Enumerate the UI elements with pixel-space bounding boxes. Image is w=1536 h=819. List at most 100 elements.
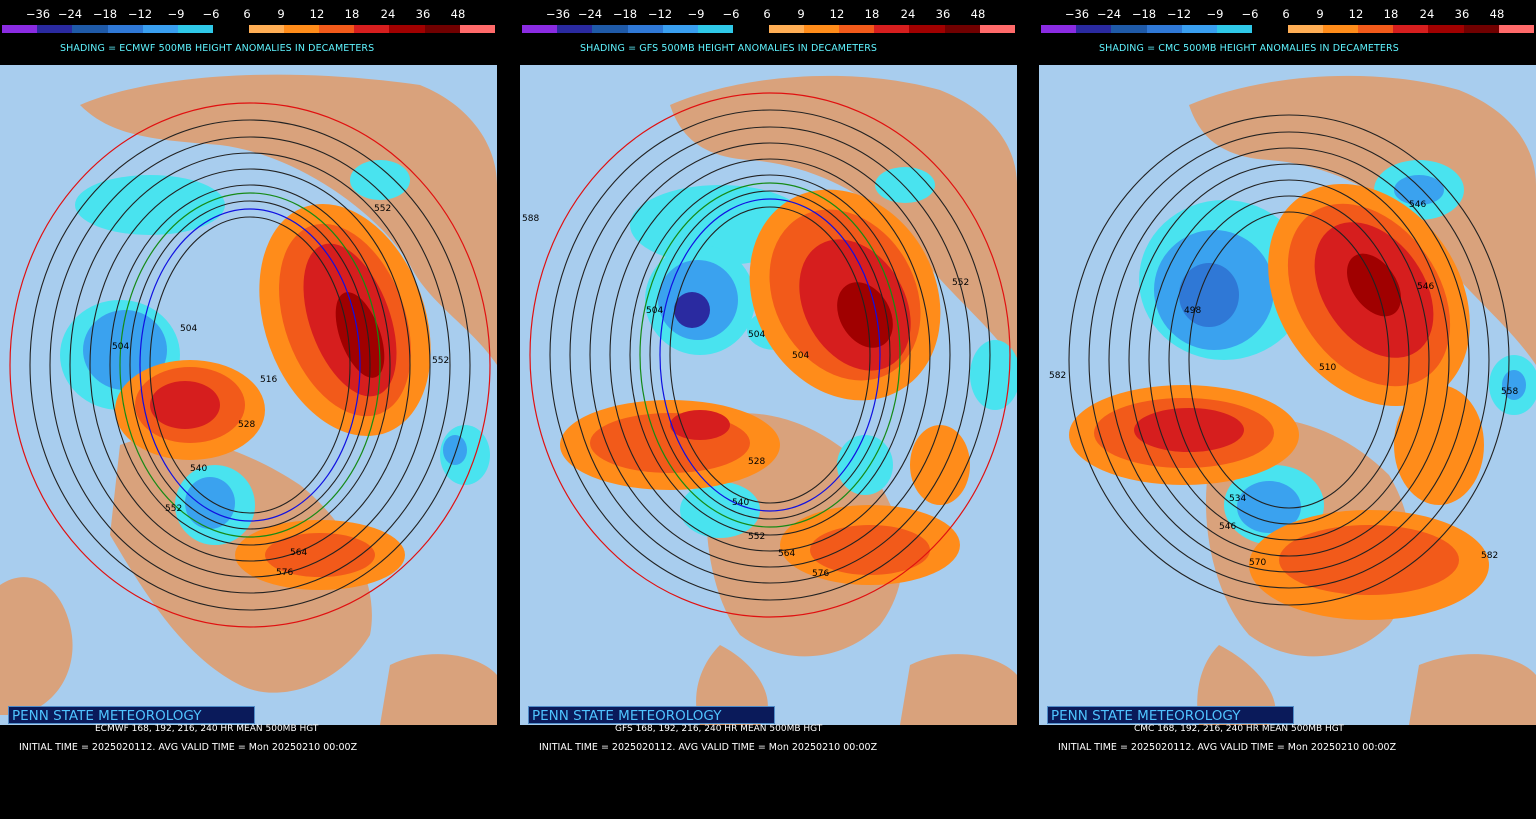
- colorbar-swatches: [522, 25, 1016, 33]
- panel-ecmwf: −36 −24 −18 −12 −9 −6 6 9 12 18 24 36 48 SHADING = E…: [0, 0, 497, 819]
- colorbar-tick-label: 12: [1348, 7, 1364, 21]
- colorbar-swatch: [733, 25, 769, 33]
- hemisphere-map: 546 498 510 546 558 582 534 546 570 582: [1039, 65, 1536, 725]
- colorbar-tick-label: −12: [647, 7, 673, 21]
- colorbar-tick-label: −24: [577, 7, 603, 21]
- colorbar-tick-label: 18: [1383, 7, 1399, 21]
- colorbar-swatch: [72, 25, 108, 33]
- colorbar-swatch: [944, 25, 980, 33]
- contour-label: 576: [812, 569, 829, 579]
- colorbar-tick-label: 9: [797, 7, 805, 21]
- colorbar-tick-label: −36: [545, 7, 571, 21]
- brand-label: PENN STATE METEOROLOGY: [8, 706, 255, 724]
- colorbar-swatch: [459, 25, 496, 33]
- contour-label: 552: [432, 356, 449, 366]
- colorbar-swatch: [389, 25, 425, 33]
- anomaly-colorbar: −36 −24 −18 −12 −9 −6 6 9 12 18 24 36 48: [0, 0, 497, 40]
- colorbar-tick-label: −12: [1166, 7, 1192, 21]
- colorbar-tick-label: −6: [202, 7, 220, 21]
- colorbar-tick-label: −6: [722, 7, 740, 21]
- colorbar-tick-label: −24: [57, 7, 83, 21]
- hemisphere-map: 504 504 516 528 540 552 564 576 552 552: [0, 65, 497, 725]
- contour-label: 564: [778, 549, 795, 559]
- colorbar-tick-label: 9: [1316, 7, 1324, 21]
- colorbar-swatch: [1322, 25, 1358, 33]
- colorbar-swatch: [1076, 25, 1112, 33]
- colorbar-tick-label: 48: [450, 7, 466, 21]
- time-caption: INITIAL TIME = 2025020112. AVG VALID TIM…: [19, 742, 358, 753]
- panel-cmc: −36 −24 −18 −12 −9 −6 6 9 12 18 24 36 48 SHADING = C…: [1039, 0, 1536, 819]
- colorbar-swatch: [627, 25, 663, 33]
- contour-label: 582: [1049, 371, 1066, 381]
- colorbar-tick-label: −9: [167, 7, 185, 21]
- contour-label: 588: [522, 214, 539, 224]
- contour-label: 540: [190, 464, 207, 474]
- contour-label: 546: [1409, 200, 1426, 210]
- contour-label: 540: [732, 498, 749, 508]
- colorbar-tick-label: 6: [1282, 7, 1290, 21]
- brand-label: PENN STATE METEOROLOGY: [1047, 706, 1294, 724]
- colorbar-tick-label: 24: [380, 7, 396, 21]
- colorbar-tick-label: 12: [829, 7, 845, 21]
- colorbar-tick-label: 18: [864, 7, 880, 21]
- contour-label: 546: [1219, 522, 1236, 532]
- colorbar-tick-label: 48: [970, 7, 986, 21]
- colorbar-swatch: [1181, 25, 1218, 33]
- colorbar-swatch: [318, 25, 355, 33]
- colorbar-tick-label: −18: [612, 7, 638, 21]
- colorbar-swatch: [1498, 25, 1535, 33]
- colorbar-tick-label: −18: [92, 7, 118, 21]
- colorbar-swatch: [178, 25, 214, 33]
- anomaly-colorbar: −36 −24 −18 −12 −9 −6 6 9 12 18 24 36 48: [1039, 0, 1536, 40]
- time-caption: INITIAL TIME = 2025020112. AVG VALID TIM…: [1058, 742, 1397, 753]
- colorbar-tick-label: −9: [687, 7, 705, 21]
- colorbar-swatch: [283, 25, 319, 33]
- colorbar-tick-label: 48: [1489, 7, 1505, 21]
- colorbar-swatch: [142, 25, 179, 33]
- colorbar-swatch: [107, 25, 143, 33]
- contour-label: 558: [1501, 387, 1518, 397]
- colorbar-tick-label: 36: [1454, 7, 1470, 21]
- contour-label: 552: [952, 278, 969, 288]
- hemisphere-map: 588 504 504 504 540 552 564 576 528 552: [520, 65, 1017, 725]
- contour-label: 546: [1417, 282, 1434, 292]
- colorbar-swatch: [662, 25, 699, 33]
- contour-label: 510: [1319, 363, 1336, 373]
- colorbar-swatch: [2, 25, 38, 33]
- colorbar-swatch: [1463, 25, 1499, 33]
- contour-label: 534: [1229, 494, 1246, 504]
- contour-label: 504: [792, 351, 809, 361]
- colorbar-swatch: [1428, 25, 1464, 33]
- product-subtitle: GFS 168, 192, 216, 240 HR MEAN 500MB HGT: [615, 724, 823, 734]
- colorbar-swatches: [2, 25, 496, 33]
- colorbar-tick-label: −6: [1241, 7, 1259, 21]
- shading-caption: SHADING = GFS 500MB HEIGHT ANOMALIES IN …: [580, 43, 878, 54]
- colorbar-swatch: [592, 25, 628, 33]
- colorbar-tick-label: −36: [1064, 7, 1090, 21]
- contour-label: 504: [748, 330, 765, 340]
- colorbar-tick-label: 9: [277, 7, 285, 21]
- colorbar-swatch: [213, 25, 249, 33]
- contour-label: 552: [374, 204, 391, 214]
- contour-label: 552: [748, 532, 765, 542]
- colorbar-swatch: [698, 25, 734, 33]
- time-caption: INITIAL TIME = 2025020112. AVG VALID TIM…: [539, 742, 878, 753]
- product-subtitle: ECMWF 168, 192, 216, 240 HR MEAN 500MB H…: [95, 724, 319, 734]
- contour-label: 504: [646, 306, 663, 316]
- contour-label: 564: [290, 548, 307, 558]
- contour-label: 552: [165, 504, 182, 514]
- contour-label: 570: [1249, 558, 1266, 568]
- contour-label: 504: [180, 324, 197, 334]
- contour-label: 528: [238, 420, 255, 430]
- colorbar-tick-label: 24: [1419, 7, 1435, 21]
- colorbar-swatch: [1287, 25, 1323, 33]
- contour-label: 528: [748, 457, 765, 467]
- colorbar-tick-label: −24: [1096, 7, 1122, 21]
- colorbar-swatch: [1041, 25, 1077, 33]
- shading-caption: SHADING = ECMWF 500MB HEIGHT ANOMALIES I…: [60, 43, 375, 54]
- colorbar-tick-label: −9: [1206, 7, 1224, 21]
- colorbar-swatch: [354, 25, 390, 33]
- contour-label: 504: [112, 342, 129, 352]
- colorbar-swatch: [522, 25, 558, 33]
- contour-label: 582: [1481, 551, 1498, 561]
